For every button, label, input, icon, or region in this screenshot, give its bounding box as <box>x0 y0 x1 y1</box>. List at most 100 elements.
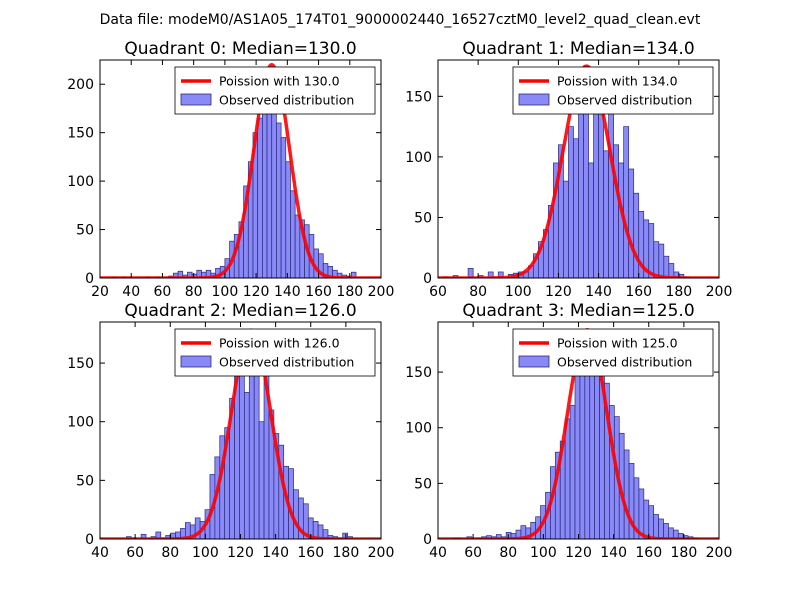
axes-frame <box>437 59 720 279</box>
subplot-title: Quadrant 3: Median=125.0 <box>462 301 694 321</box>
histogram-bar <box>668 263 675 278</box>
y-tick-label: 100 <box>405 150 432 166</box>
histogram-bar <box>613 144 619 278</box>
histogram-bar <box>643 499 650 539</box>
x-tick-label: 60 <box>429 284 447 300</box>
histogram-bar <box>285 161 291 278</box>
histogram-bar <box>293 489 299 539</box>
x-tick-label: 60 <box>154 284 172 300</box>
legend-bar-label: Observed distribution <box>557 93 692 108</box>
histogram-bar <box>663 255 670 278</box>
x-tick-label: 140 <box>262 545 289 561</box>
histogram-bar <box>258 421 265 539</box>
legend-bar-label: Observed distribution <box>219 93 354 108</box>
y-tick-label: 200 <box>67 77 94 93</box>
histogram-bar <box>487 271 494 278</box>
x-tick-label: 160 <box>625 284 652 300</box>
x-tick-label: 100 <box>212 284 239 300</box>
x-tick-label: 160 <box>297 545 324 561</box>
y-tick-label: 150 <box>405 89 432 105</box>
histogram-bar <box>257 117 263 278</box>
legend: Poission with 130.0 Observed distribution <box>174 66 376 115</box>
histogram-bar <box>574 360 581 539</box>
subplot-quadrant-3: 40 60 80 100 120 140 160 180 200 0 50 100 150 Quadran… <box>405 301 732 561</box>
x-tick-label: 80 <box>185 284 203 300</box>
subplot-quadrant-0: 20 40 60 80 100 120 140 160 180 200050100150200Qu… <box>67 39 394 300</box>
x-tick-label: 100 <box>530 545 557 561</box>
legend-box <box>512 66 714 115</box>
x-tick-label: 200 <box>368 545 395 561</box>
x-tick-label: 180 <box>665 284 692 300</box>
x-tick-label: 40 <box>122 284 140 300</box>
x-tick-label: 120 <box>243 284 270 300</box>
histogram-bar <box>563 180 569 278</box>
x-tick-label: 20 <box>91 284 109 300</box>
histogram-bar <box>608 108 614 278</box>
histogram-bar <box>239 356 245 539</box>
y-tick-label: 50 <box>76 223 94 239</box>
subplot-title: Quadrant 1: Median=134.0 <box>462 39 694 59</box>
histogram-bar <box>623 449 630 539</box>
y-tick-label: 0 <box>85 532 94 548</box>
histogram-bar <box>633 192 640 278</box>
histogram-bar <box>663 523 669 539</box>
histogram-bar <box>653 241 660 278</box>
legend-line-label: Poission with 125.0 <box>557 336 678 351</box>
histogram-bar <box>658 243 665 278</box>
histogram-bar <box>569 405 576 539</box>
histogram-bar <box>578 95 584 278</box>
x-tick-label: 60 <box>464 545 482 561</box>
histogram-bar <box>262 105 268 278</box>
histogram-bar <box>276 122 282 278</box>
histogram-bar <box>280 137 287 278</box>
x-tick-label: 40 <box>91 545 109 561</box>
legend: Poission with 134.0 Observed distribution <box>512 66 714 115</box>
y-tick-label: 100 <box>67 415 94 431</box>
x-tick-label: 160 <box>305 284 332 300</box>
y-tick-label: 0 <box>85 271 94 287</box>
legend: Poission with 125.0 Observed distribution <box>512 328 714 377</box>
y-tick-label: 150 <box>67 356 94 372</box>
legend-bar-swatch <box>518 355 550 368</box>
subplot-quadrant-1: 60 80 100 120 140 160 180 200 0 50 100 150 Quadrant … <box>405 39 732 300</box>
histogram-bar <box>497 271 504 278</box>
histogram-bar <box>648 223 655 278</box>
histogram-bar <box>579 371 586 539</box>
x-tick-label: 80 <box>469 284 487 300</box>
histogram-bars <box>442 65 690 278</box>
histogram-bar <box>628 168 635 278</box>
x-tick-label: 140 <box>600 545 627 561</box>
histogram-bar <box>653 514 659 539</box>
histogram-bar <box>648 505 655 539</box>
y-tick-label: 150 <box>405 365 432 381</box>
y-tick-label: 100 <box>67 174 94 190</box>
subplot-title: Quadrant 0: Median=130.0 <box>124 39 356 59</box>
histogram-bar <box>253 350 260 539</box>
figure-title: Data file: modeM0/AS1A05_174T01_90000024… <box>100 12 701 28</box>
legend-bar-label: Observed distribution <box>557 355 692 370</box>
x-tick-label: 60 <box>126 545 144 561</box>
legend-line-label: Poission with 134.0 <box>557 74 678 89</box>
y-tick-label: 50 <box>414 476 432 492</box>
x-tick-label: 200 <box>706 545 733 561</box>
histogram-bar <box>603 150 609 278</box>
histogram-bar <box>588 162 594 278</box>
y-tick-label: 100 <box>405 421 432 437</box>
legend-box <box>512 328 714 377</box>
x-tick-label: 80 <box>499 545 517 561</box>
x-tick-label: 80 <box>161 545 179 561</box>
x-tick-label: 180 <box>336 284 363 300</box>
x-tick-label: 40 <box>429 545 447 561</box>
legend-line-label: Poission with 126.0 <box>219 336 340 351</box>
legend-bar-swatch <box>518 93 550 106</box>
x-tick-label: 160 <box>635 545 662 561</box>
y-tick-label: 50 <box>76 473 94 489</box>
x-tick-label: 180 <box>333 545 360 561</box>
x-tick-label: 180 <box>671 545 698 561</box>
histogram-bar <box>234 374 240 539</box>
histogram-bar <box>294 214 301 278</box>
x-tick-label: 100 <box>192 545 219 561</box>
legend-line-label: Poission with 130.0 <box>219 74 340 89</box>
y-tick-label: 0 <box>423 271 432 287</box>
